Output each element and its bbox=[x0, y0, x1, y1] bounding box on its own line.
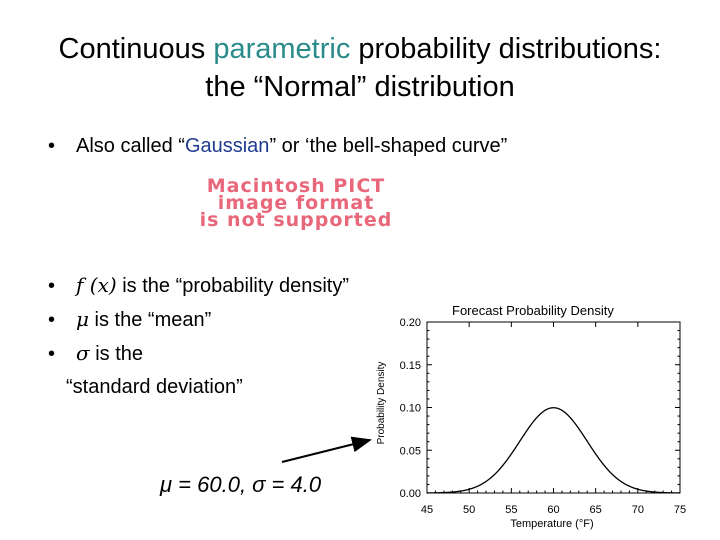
x-tick-label: 55 bbox=[505, 504, 517, 516]
density-curve bbox=[427, 407, 680, 494]
x-tick-label: 50 bbox=[463, 504, 475, 516]
bullet-mean: • μ is the “mean” bbox=[48, 306, 211, 333]
bullet-sd-line2: “standard deviation” bbox=[66, 376, 243, 398]
y-tick-label: 0.15 bbox=[400, 360, 421, 372]
title-line-2: the “Normal” distribution bbox=[205, 71, 515, 103]
forecast-density-chart: Forecast Probability Density Probability… bbox=[376, 303, 686, 530]
bullet-gaussian: • Also called “Gaussian” or ‘the bell-sha… bbox=[48, 133, 507, 159]
x-tick-label: 75 bbox=[674, 504, 686, 516]
slide-title: Continuous parametric probability distri… bbox=[0, 30, 720, 106]
y-tick-label: 0.20 bbox=[400, 317, 421, 329]
unsupported-image-placeholder: Macintosh PICT image format is not suppo… bbox=[150, 175, 442, 231]
title-line-1: Continuous parametric probability distri… bbox=[0, 30, 720, 68]
bullet-text: Also called “ bbox=[76, 135, 185, 157]
x-tick-label: 60 bbox=[547, 504, 559, 516]
bullet-text: is the “mean” bbox=[89, 309, 212, 331]
bullet-accent: Gaussian bbox=[184, 135, 270, 157]
title-text: probability distributions: bbox=[350, 33, 662, 65]
y-tick-label: 0.05 bbox=[400, 445, 421, 457]
bullet-dot: • bbox=[48, 135, 56, 157]
title-text: Continuous bbox=[58, 33, 214, 65]
placeholder-line: is not supported bbox=[199, 209, 393, 231]
bullet-dot: • bbox=[48, 309, 56, 331]
placeholder-line: Macintosh PICT bbox=[206, 175, 386, 197]
y-tick-label: 0.00 bbox=[400, 488, 421, 500]
bullet-text: is the “probability density” bbox=[116, 275, 349, 297]
x-tick-label: 45 bbox=[421, 504, 433, 516]
x-tick-label: 70 bbox=[632, 504, 644, 516]
symbol-sigma: σ bbox=[76, 341, 90, 365]
chart-xlabel: Temperature (°F) bbox=[510, 518, 593, 530]
placeholder-line: image format bbox=[217, 192, 375, 214]
bullet-sd: • σ is the bbox=[48, 340, 143, 367]
bullet-dot: • bbox=[48, 343, 56, 365]
bullet-dot: • bbox=[48, 275, 56, 297]
bullet-text: is the bbox=[89, 343, 144, 365]
chart-ylabel: Probability Density bbox=[376, 362, 387, 445]
y-tick-label: 0.10 bbox=[400, 403, 421, 415]
chart-title: Forecast Probability Density bbox=[452, 303, 614, 318]
symbol-mu: μ bbox=[76, 307, 89, 331]
arrow-line bbox=[281, 436, 372, 463]
parameter-caption: μ = 60.0, σ = 4.0 bbox=[160, 472, 322, 497]
bullet-text: ” or ‘the bell-shaped curve” bbox=[269, 135, 508, 157]
title-accent-word: parametric bbox=[213, 33, 351, 65]
x-tick-label: 65 bbox=[590, 504, 602, 516]
symbol-fx: f (x) bbox=[76, 273, 117, 297]
bullet-density: • f (x) is the “probability density” bbox=[48, 272, 349, 299]
